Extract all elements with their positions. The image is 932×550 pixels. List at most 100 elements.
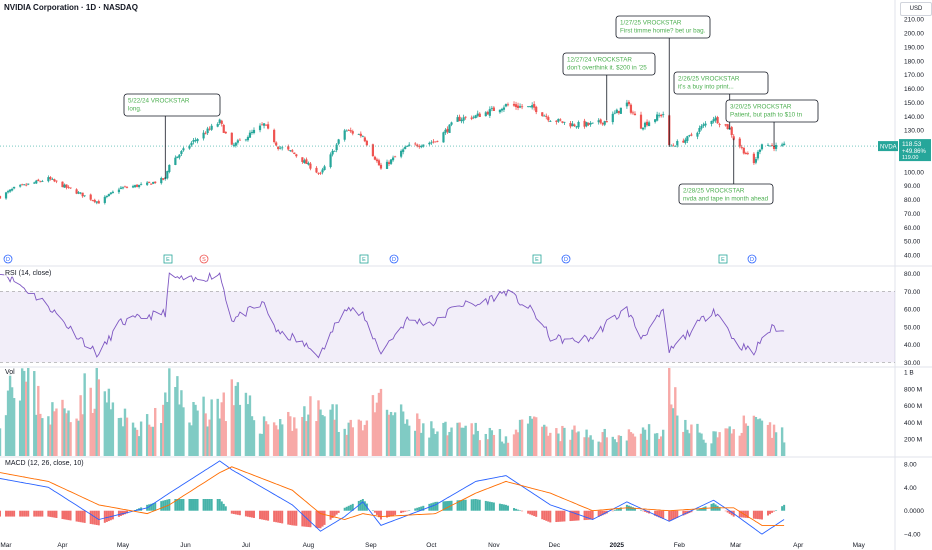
- volume-bar: [591, 439, 594, 456]
- price-candle: [686, 136, 689, 141]
- volume-bar: [738, 435, 741, 456]
- volume-bar: [668, 368, 671, 456]
- macd-histogram-bar: [230, 510, 233, 514]
- price-candle: [279, 147, 282, 149]
- price-candle: [321, 169, 324, 173]
- price-candle: [224, 131, 227, 134]
- macd-histogram-bar: [418, 507, 421, 511]
- volume-bar: [770, 437, 774, 456]
- macd-histogram-bar: [656, 510, 659, 517]
- volume-bar: [571, 429, 574, 456]
- volume-bar: [401, 411, 405, 456]
- price-candle: [190, 142, 193, 146]
- macd-line: [0, 460, 785, 535]
- price-candle: [599, 119, 602, 123]
- macd-histogram-bar: [434, 501, 437, 511]
- volume-bar: [718, 432, 721, 456]
- price-candle: [611, 113, 614, 123]
- volume-bar: [133, 427, 137, 456]
- macd-histogram-bar: [515, 508, 518, 511]
- annotation-note: Patient, but path to $10 tn: [730, 112, 803, 119]
- event-marker-label: E: [362, 257, 366, 263]
- price-candle: [10, 188, 14, 191]
- macd-histogram-bar: [351, 503, 354, 511]
- symbol-title[interactable]: NVIDIA Corporation · 1D · NASDAQ: [4, 3, 138, 12]
- price-candle: [575, 126, 578, 128]
- volume-bar: [51, 402, 54, 456]
- volume-bar: [661, 429, 665, 456]
- macd-histogram-bar: [305, 510, 308, 527]
- macd-histogram-bar: [545, 510, 548, 521]
- macd-histogram-bar: [587, 510, 590, 520]
- price-candle: [55, 180, 58, 182]
- macd-histogram-bar: [654, 510, 657, 516]
- annotation-note: nvda and tape in month ahead: [683, 196, 769, 203]
- price-candle: [770, 145, 774, 146]
- macd-title[interactable]: MACD (12, 26, close, 10): [4, 460, 85, 467]
- macd-histogram-bar: [182, 499, 185, 511]
- price-candle: [63, 184, 66, 188]
- macd-histogram-bar: [386, 510, 389, 518]
- macd-histogram-bar: [123, 510, 126, 515]
- price-candle: [688, 135, 691, 136]
- volume-bar: [260, 433, 264, 456]
- macd-histogram-bar: [309, 510, 312, 528]
- annotation-box: [678, 183, 774, 205]
- price-candle: [162, 178, 165, 180]
- macd-histogram-bar: [603, 510, 606, 515]
- volume-bar: [688, 433, 691, 456]
- volume-bar: [47, 416, 50, 456]
- volume-bar: [35, 414, 38, 456]
- price-candle: [662, 114, 665, 115]
- volume-bar: [89, 387, 92, 456]
- macd-histogram-bar: [529, 510, 532, 515]
- macd-histogram-bar: [343, 507, 346, 511]
- macd-histogram-bar: [204, 499, 207, 511]
- price-change-label: +49.86%: [902, 149, 927, 155]
- macd-histogram-bar: [208, 499, 211, 511]
- macd-histogram-bar: [273, 510, 276, 522]
- price-candle: [137, 184, 141, 188]
- rsi-title[interactable]: RSI (14, close): [4, 270, 53, 277]
- price-candle: [619, 107, 622, 114]
- macd-histogram-bar: [307, 510, 310, 528]
- price-candle: [583, 120, 586, 127]
- volume-title[interactable]: Vol: [4, 369, 16, 376]
- macd-histogram-bar: [573, 510, 576, 521]
- macd-histogram-bar: [35, 510, 38, 517]
- volume-bar: [393, 412, 397, 456]
- macd-histogram-bar: [448, 500, 451, 511]
- price-axis-tick-label: 200.00: [904, 31, 924, 38]
- volume-bar: [123, 408, 127, 456]
- macd-histogram-bar: [160, 501, 163, 511]
- price-candle: [206, 128, 209, 134]
- volume-bar: [95, 368, 98, 456]
- price-candle: [27, 183, 30, 185]
- price-candle: [6, 191, 10, 193]
- volume-bar: [289, 416, 292, 456]
- volume-bar: [351, 427, 354, 456]
- price-candle: [756, 151, 760, 159]
- price-candle: [49, 177, 52, 180]
- price-candle: [716, 117, 719, 124]
- time-axis-tick-label: Oct: [426, 542, 436, 549]
- price-candle: [154, 181, 157, 183]
- rsi-axis-tick-label: 70.00: [904, 289, 921, 296]
- annotation-date: 2/28/25 VROCKSTAR: [683, 188, 745, 195]
- price-candle: [654, 119, 657, 122]
- macd-histogram-bar: [549, 510, 552, 523]
- price-candle: [363, 137, 366, 142]
- price-candle: [317, 172, 320, 174]
- price-candle: [309, 163, 312, 169]
- price-candle: [478, 113, 481, 117]
- annotation-box: [562, 52, 656, 76]
- volume-bar: [724, 428, 727, 456]
- currency-button[interactable]: USD: [900, 2, 932, 16]
- price-candle: [0, 196, 2, 199]
- time-axis-tick-label: May: [853, 542, 866, 549]
- time-axis-tick-label: Dec: [549, 542, 561, 549]
- macd-histogram-bar: [162, 500, 165, 511]
- volume-bar: [377, 392, 381, 456]
- price-candle: [295, 154, 298, 157]
